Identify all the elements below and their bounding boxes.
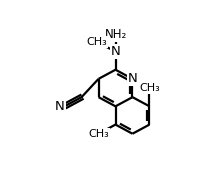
Text: N: N <box>128 72 137 85</box>
Text: NH₂: NH₂ <box>104 28 127 41</box>
Text: CH₃: CH₃ <box>87 37 108 47</box>
Text: N: N <box>55 100 65 113</box>
Text: N: N <box>111 45 120 58</box>
Text: CH₃: CH₃ <box>88 129 109 139</box>
Text: CH₃: CH₃ <box>139 83 160 93</box>
